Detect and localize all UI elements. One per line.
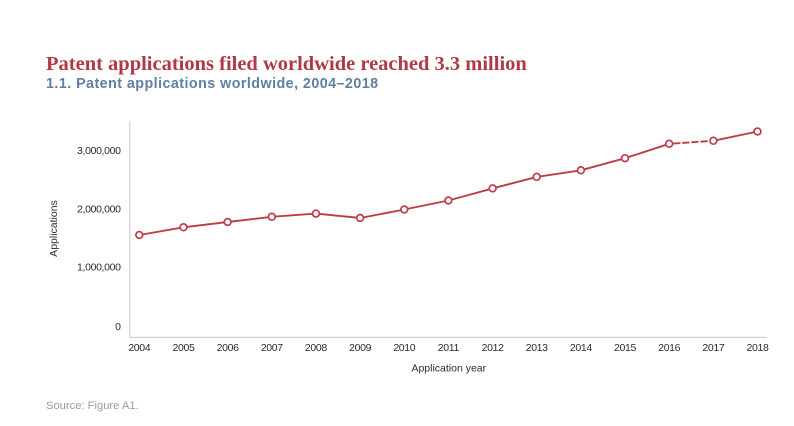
svg-text:2012: 2012 xyxy=(482,342,504,354)
svg-text:2013: 2013 xyxy=(526,342,548,354)
svg-text:3,000,000: 3,000,000 xyxy=(77,145,121,157)
svg-text:2014: 2014 xyxy=(570,342,592,354)
svg-text:2004: 2004 xyxy=(128,342,150,354)
svg-text:2016: 2016 xyxy=(658,342,680,354)
svg-text:2009: 2009 xyxy=(349,342,371,354)
svg-text:2007: 2007 xyxy=(261,342,283,354)
svg-text:2005: 2005 xyxy=(173,342,195,354)
svg-text:2008: 2008 xyxy=(305,342,327,354)
svg-text:2011: 2011 xyxy=(438,342,460,354)
svg-text:0: 0 xyxy=(115,321,121,333)
svg-text:Application year: Application year xyxy=(411,363,486,375)
svg-text:2018: 2018 xyxy=(747,342,769,354)
svg-text:2,000,000: 2,000,000 xyxy=(77,203,121,215)
svg-text:2006: 2006 xyxy=(217,342,239,354)
svg-text:1,000,000: 1,000,000 xyxy=(77,262,121,274)
svg-text:2010: 2010 xyxy=(393,342,415,354)
svg-text:Applications: Applications xyxy=(48,200,60,257)
svg-text:2017: 2017 xyxy=(702,342,724,354)
svg-text:2015: 2015 xyxy=(614,342,636,354)
